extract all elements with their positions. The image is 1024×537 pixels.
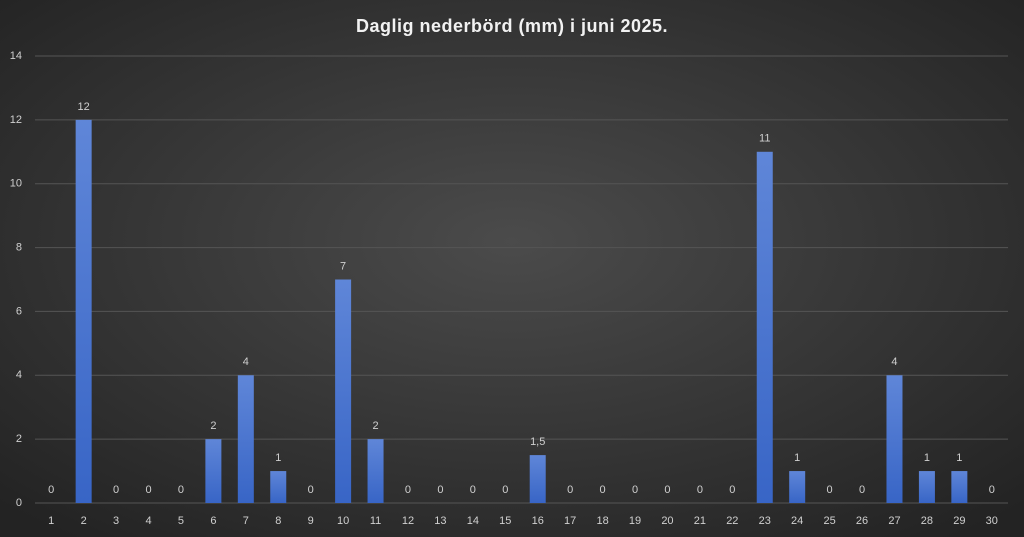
x-tick-label: 2 <box>81 515 87 527</box>
x-tick-label: 8 <box>275 515 281 527</box>
x-tick-label: 12 <box>402 515 414 527</box>
x-tick-label: 30 <box>986 515 998 527</box>
x-tick-label: 9 <box>308 515 314 527</box>
y-tick-label: 8 <box>16 241 22 253</box>
data-label: 7 <box>340 260 346 272</box>
x-tick-label: 1 <box>48 515 54 527</box>
bar <box>367 439 384 503</box>
data-label: 0 <box>859 484 865 496</box>
data-label: 0 <box>48 484 54 496</box>
data-label: 1 <box>794 452 800 464</box>
data-label: 0 <box>632 484 638 496</box>
data-label: 0 <box>600 484 606 496</box>
bar <box>335 279 352 503</box>
x-tick-label: 5 <box>178 515 184 527</box>
bar <box>205 439 222 503</box>
x-tick-label: 26 <box>856 515 868 527</box>
x-tick-label: 27 <box>888 515 900 527</box>
data-label: 0 <box>113 484 119 496</box>
x-tick-label: 21 <box>694 515 706 527</box>
y-tick-label: 10 <box>10 178 22 190</box>
bar <box>789 471 806 503</box>
data-label: 0 <box>502 484 508 496</box>
data-label: 0 <box>437 484 443 496</box>
x-tick-label: 3 <box>113 515 119 527</box>
data-label: 1 <box>956 452 962 464</box>
bar <box>951 471 968 503</box>
data-label: 1 <box>275 452 281 464</box>
x-tick-label: 10 <box>337 515 349 527</box>
data-label: 0 <box>989 484 995 496</box>
data-label: 0 <box>405 484 411 496</box>
bar <box>529 455 546 503</box>
x-tick-label: 19 <box>629 515 641 527</box>
x-tick-label: 28 <box>921 515 933 527</box>
x-tick-label: 20 <box>661 515 673 527</box>
y-tick-label: 14 <box>10 50 22 62</box>
x-tick-label: 13 <box>434 515 446 527</box>
data-label: 11 <box>759 133 770 145</box>
data-label: 1 <box>924 452 930 464</box>
x-tick-label: 15 <box>499 515 511 527</box>
bar <box>237 375 254 503</box>
x-tick-label: 23 <box>759 515 771 527</box>
data-label: 1,5 <box>530 436 545 448</box>
data-label: 0 <box>827 484 833 496</box>
data-label: 2 <box>372 420 378 432</box>
bar <box>756 151 773 504</box>
x-tick-label: 7 <box>243 515 249 527</box>
data-label: 0 <box>308 484 314 496</box>
data-label: 4 <box>243 356 249 368</box>
data-label: 4 <box>891 356 897 368</box>
data-label: 0 <box>178 484 184 496</box>
data-label: 2 <box>210 420 216 432</box>
data-label: 12 <box>78 101 90 113</box>
y-tick-label: 0 <box>16 497 22 509</box>
y-tick-label: 12 <box>10 114 22 126</box>
y-tick-label: 2 <box>16 433 22 445</box>
bar <box>75 119 92 503</box>
data-label: 0 <box>145 484 151 496</box>
x-tick-label: 11 <box>370 515 381 527</box>
x-tick-label: 16 <box>532 515 544 527</box>
x-tick-label: 6 <box>210 515 216 527</box>
bar <box>918 471 935 503</box>
x-tick-label: 25 <box>823 515 835 527</box>
bar <box>270 471 287 503</box>
x-tick-label: 14 <box>467 515 479 527</box>
y-tick-label: 4 <box>16 369 22 381</box>
bar <box>886 375 903 503</box>
data-label: 0 <box>470 484 476 496</box>
x-tick-label: 17 <box>564 515 576 527</box>
x-tick-label: 4 <box>145 515 151 527</box>
data-label: 0 <box>729 484 735 496</box>
chart-title: Daglig nederbörd (mm) i juni 2025. <box>356 16 668 36</box>
x-tick-label: 29 <box>953 515 965 527</box>
x-tick-label: 18 <box>596 515 608 527</box>
x-tick-label: 22 <box>726 515 738 527</box>
data-label: 0 <box>567 484 573 496</box>
data-label: 0 <box>697 484 703 496</box>
x-tick-label: 24 <box>791 515 803 527</box>
data-label: 0 <box>664 484 670 496</box>
y-tick-label: 6 <box>16 305 22 317</box>
